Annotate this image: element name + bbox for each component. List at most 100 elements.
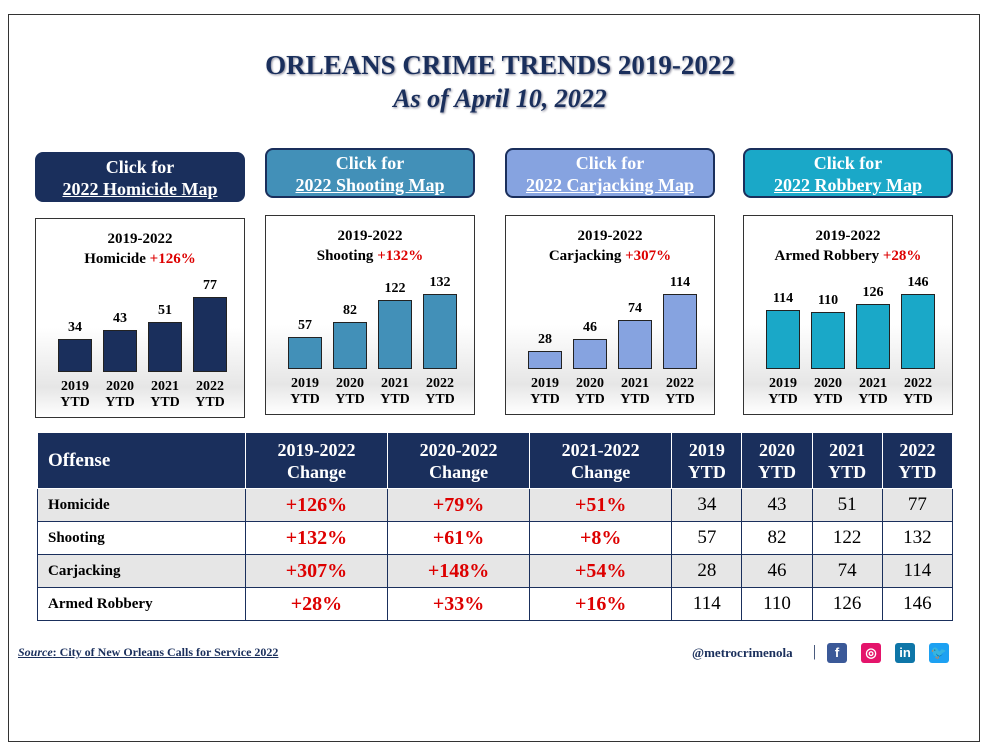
button-link[interactable]: 2022 Homicide Map (62, 179, 218, 199)
column-header: 2019 YTD (671, 432, 743, 489)
table-cell: 126 (811, 587, 883, 621)
table-cell: +33% (387, 587, 531, 621)
bar-value-label: 46 (583, 320, 597, 335)
x-tick-label: 2022 YTD (903, 376, 933, 407)
x-tick-label: 2019 YTD (768, 376, 798, 407)
bar-value-label: 146 (907, 275, 929, 290)
x-tick-label: 2021 YTD (620, 376, 650, 407)
table-cell: 74 (811, 554, 883, 588)
bar-2022-ytd (193, 297, 227, 372)
x-tick-label: 2020 YTD (335, 376, 365, 407)
bar-value-label: 126 (862, 285, 884, 300)
x-tick-label: 2020 YTD (105, 379, 135, 410)
bar-value-label: 51 (158, 303, 172, 318)
instagram-icon[interactable]: ◎ (861, 643, 881, 663)
table-cell: 51 (811, 488, 883, 522)
social-handle[interactable]: @metrocrimenola (692, 645, 793, 660)
bar-2021-ytd (856, 304, 890, 369)
button-link[interactable]: 2022 Shooting Map (295, 175, 445, 195)
table-cell: +54% (529, 554, 673, 588)
chart-title: 2019-2022 Shooting +132% (266, 226, 474, 266)
bar-value-label: 114 (772, 291, 794, 306)
bar-2020-ytd (333, 322, 367, 369)
bar-value-label: 43 (113, 311, 127, 326)
table-cell: 57 (671, 521, 743, 555)
column-header: Offense (37, 432, 246, 489)
facebook-icon[interactable]: f (827, 643, 847, 663)
bar-2021-ytd (148, 322, 182, 372)
button-link[interactable]: 2022 Robbery Map (774, 175, 922, 195)
column-header: 2022 YTD (881, 432, 954, 489)
column-header: 2020 YTD (741, 432, 813, 489)
column-header: 2020-2022 Change (387, 432, 531, 489)
button-line1: Click for (575, 153, 645, 173)
bar-value-label: 82 (343, 303, 357, 318)
table-cell: +28% (244, 587, 389, 621)
shooting-map-button[interactable]: Click for 2022 Shooting Map (265, 148, 475, 198)
bar-2019-ytd (288, 337, 322, 369)
shooting-chart: 2019-2022 Shooting +132% 57 2019 YTD 82 2020 YT… (265, 215, 475, 415)
x-tick-label: 2022 YTD (425, 376, 455, 407)
x-tick-label: 2019 YTD (60, 379, 90, 410)
table-cell: Shooting (37, 521, 246, 555)
table-cell: +61% (387, 521, 531, 555)
x-tick-label: 2021 YTD (150, 379, 180, 410)
table-row: Shooting +132% +61% +8% 57 82 122 132 (37, 521, 954, 555)
page-subtitle: As of April 10, 2022 (393, 84, 607, 113)
linkedin-icon[interactable]: in (895, 643, 915, 663)
chart-change: +28% (882, 248, 922, 264)
table-row: Homicide +126% +79% +51% 34 43 51 77 (37, 488, 954, 522)
table-cell: 122 (811, 521, 883, 555)
robbery-map-button[interactable]: Click for 2022 Robbery Map (743, 148, 953, 198)
chart-period: 2019-2022 (577, 228, 643, 244)
table-cell: +132% (244, 521, 389, 555)
bar-value-label: 110 (817, 293, 839, 308)
source-label: Source (18, 645, 53, 659)
carjacking-chart: 2019-2022 Carjacking +307% 28 2019 YTD 46 2020… (505, 215, 715, 415)
table-cell: +16% (529, 587, 673, 621)
chart-change: +132% (377, 248, 424, 264)
bar-2020-ytd (103, 330, 137, 372)
x-tick-label: 2019 YTD (530, 376, 560, 407)
carjacking-map-button[interactable]: Click for 2022 Carjacking Map (505, 148, 715, 198)
x-tick-label: 2022 YTD (195, 379, 225, 410)
table-cell: 82 (741, 521, 813, 555)
bar-value-label: 77 (203, 278, 217, 293)
chart-period: 2019-2022 (107, 231, 173, 247)
table-cell: 46 (741, 554, 813, 588)
bar-value-label: 57 (298, 318, 312, 333)
source-note: Source: City of New Orleans Calls for Se… (18, 645, 278, 660)
bar-2020-ytd (573, 339, 607, 369)
column-header: 2019-2022 Change (244, 432, 389, 489)
chart-period: 2019-2022 (337, 228, 403, 244)
page-title: ORLEANS CRIME TRENDS 2019-2022 (265, 50, 735, 80)
chart-title: 2019-2022 Homicide +126% (36, 229, 244, 269)
bar-2021-ytd (618, 320, 652, 369)
table-cell: +51% (529, 488, 673, 522)
table-row: Carjacking +307% +148% +54% 28 46 74 114 (37, 554, 954, 588)
bar-2019-ytd (528, 351, 562, 369)
bar-value-label: 132 (429, 275, 451, 290)
bar-value-label: 28 (538, 332, 552, 347)
table-cell: +126% (244, 488, 389, 522)
x-tick-label: 2021 YTD (858, 376, 888, 407)
bar-2022-ytd (901, 294, 935, 369)
page-frame (8, 14, 980, 742)
x-tick-label: 2022 YTD (665, 376, 695, 407)
separator: | (813, 643, 817, 660)
bar-2022-ytd (423, 294, 457, 369)
chart-offense: Carjacking (548, 248, 622, 264)
table-cell: 34 (671, 488, 743, 522)
homicide-map-button[interactable]: Click for 2022 Homicide Map (35, 152, 245, 202)
x-tick-label: 2019 YTD (290, 376, 320, 407)
table-cell: 77 (881, 488, 954, 522)
chart-title: 2019-2022 Armed Robbery +28% (744, 226, 952, 266)
table-cell: +8% (529, 521, 673, 555)
chart-offense: Homicide (84, 251, 146, 267)
bar-value-label: 34 (68, 320, 82, 335)
button-link[interactable]: 2022 Carjacking Map (526, 175, 694, 195)
table-cell: 132 (881, 521, 954, 555)
bar-value-label: 122 (384, 281, 406, 296)
table-cell: +148% (387, 554, 531, 588)
twitter-icon[interactable]: 🐦 (929, 643, 949, 663)
